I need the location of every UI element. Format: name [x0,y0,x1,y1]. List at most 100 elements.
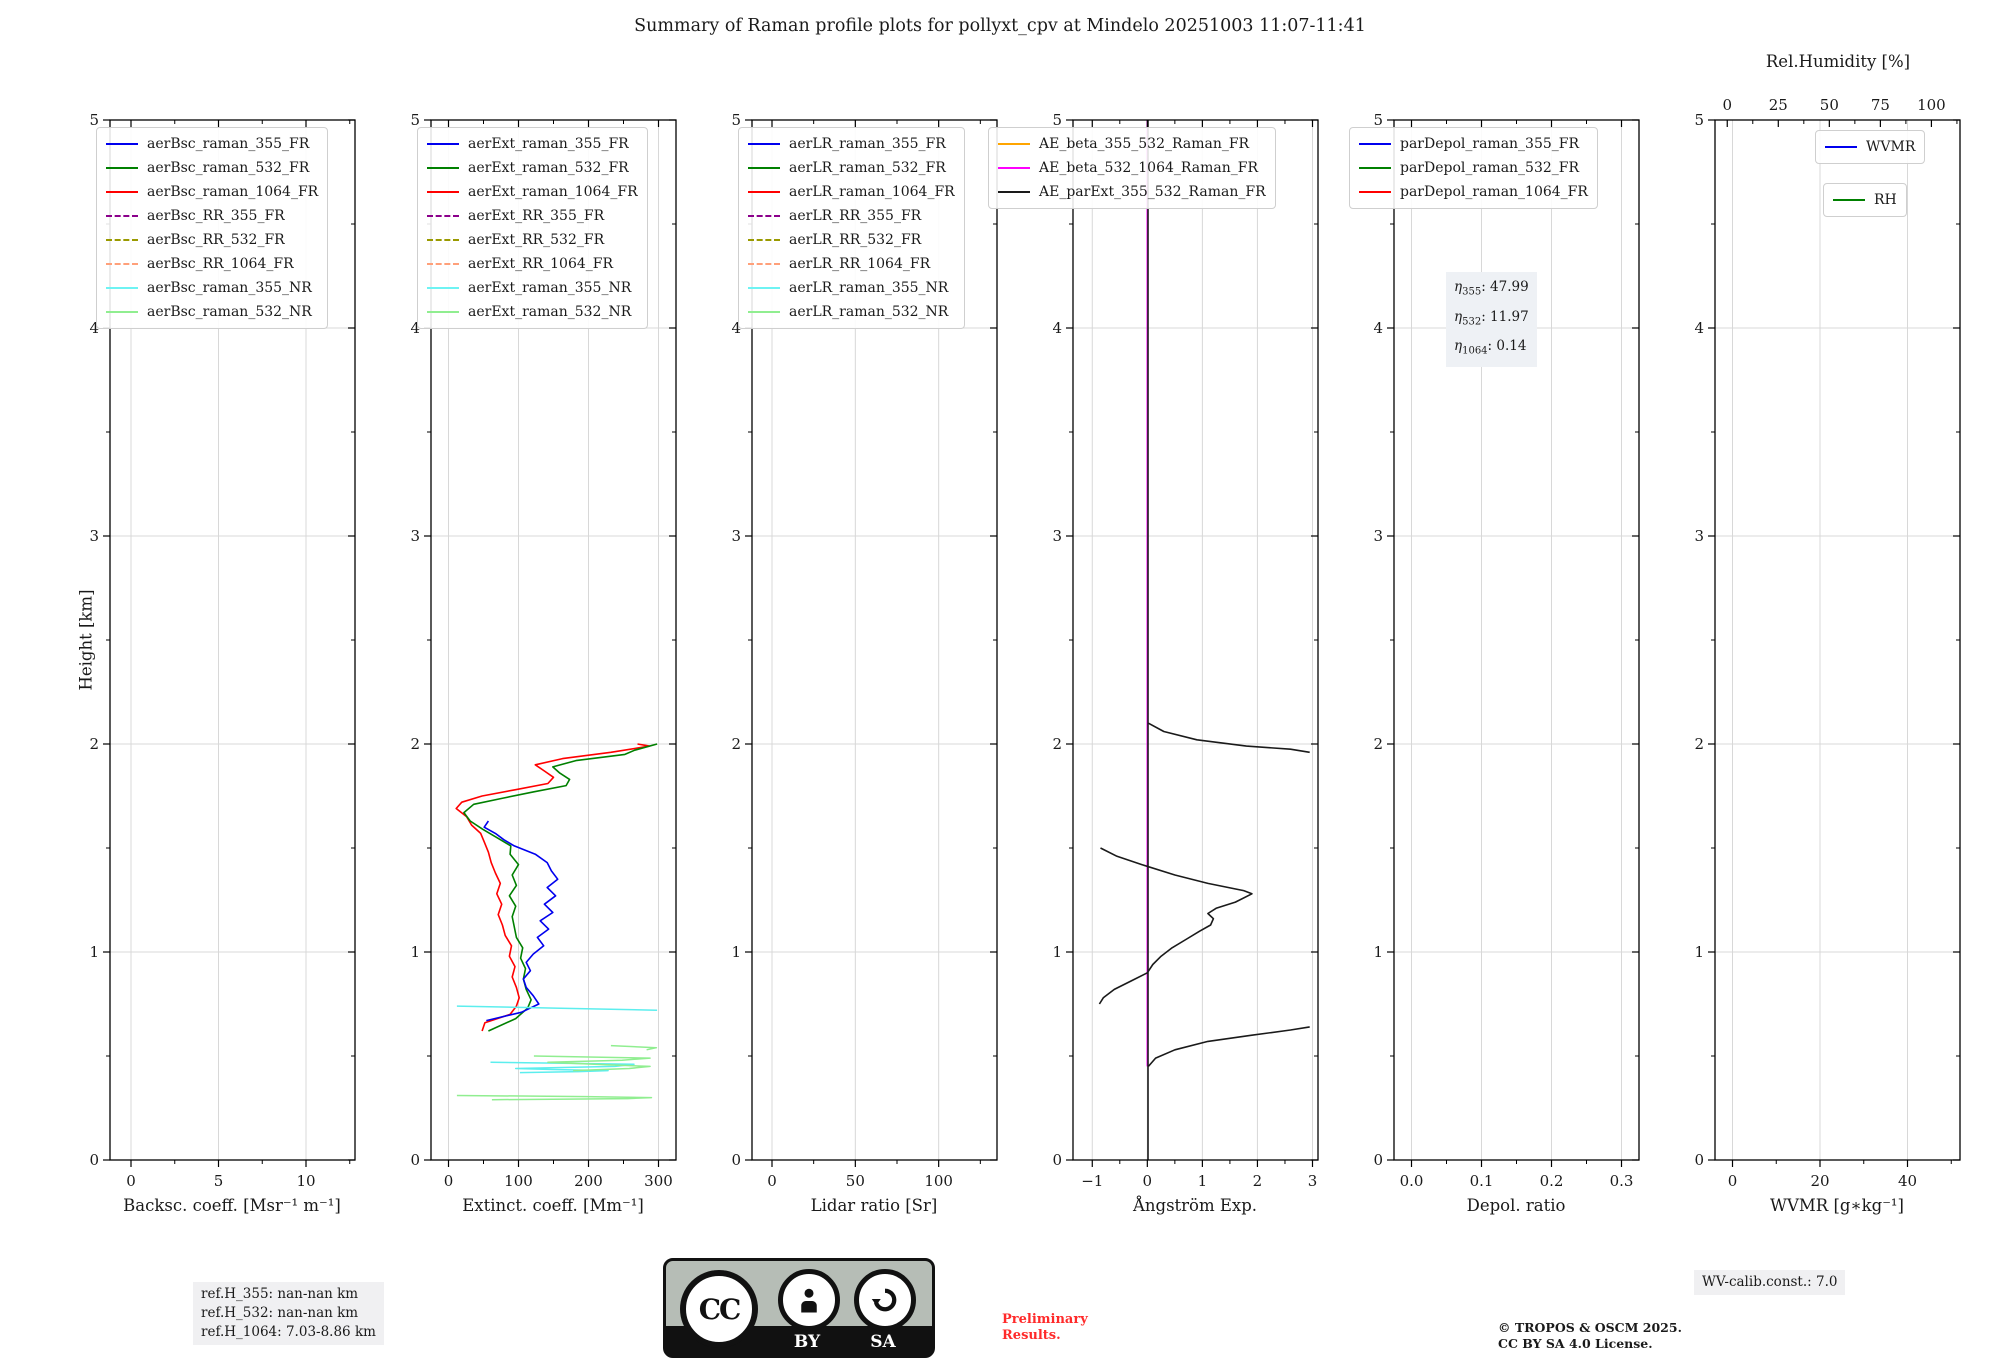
svg-text:4: 4 [1052,319,1062,337]
legend-item-aerLR_raman_1064_FR: aerLR_raman_1064_FR [748,181,955,203]
copyright-note: © TROPOS & OSCM 2025. CC BY SA 4.0 Licen… [1498,1320,1682,1351]
legend-item-aerLR_raman_355_FR: aerLR_raman_355_FR [748,133,955,155]
legend-item-aerExt_raman_532_FR: aerExt_raman_532_FR [427,157,638,179]
svg-text:10: 10 [296,1172,315,1190]
svg-text:100: 100 [924,1172,953,1190]
series-aerExt_raman_355_NR [490,1061,635,1074]
legend-item-aerLR_raman_355_NR: aerLR_raman_355_NR [748,277,955,299]
legend-backscatter: aerBsc_raman_355_FR aerBsc_raman_532_FR ae… [96,127,329,329]
legend-line-sample [998,143,1030,145]
eta-line-1064: η1064: 0.14 [1454,338,1527,358]
legend-label: aerBsc_raman_1064_FR [147,184,319,200]
eta-annotation: η355: 47.99 η532: 11.97 η1064: 0.14 [1446,272,1537,368]
legend-line-sample [998,167,1030,169]
legend-wvmr: WVMR [1815,130,1926,164]
xlabel-wvmr: WVMR [g∗kg⁻¹] [1770,1196,1904,1215]
svg-text:2: 2 [410,735,420,753]
legend-line-sample [106,143,138,145]
series-AE_parExt_355_532_Raman_FR [1098,847,1253,1005]
subplot-angstroem: −1 0 1 2 3 0 1 2 3 4 5 [1052,111,1319,1190]
legend-angstroem: AE_beta_355_532_Raman_FR AE_beta_532_1064… [988,127,1276,209]
legend-label: aerExt_RR_1064_FR [468,256,614,272]
legend-line-sample [748,191,780,193]
preliminary-note: Preliminary Results. [1002,1312,1088,1343]
svg-text:1: 1 [1198,1172,1208,1190]
legend-lidar-ratio: aerLR_raman_355_FR aerLR_raman_532_FR aerL… [738,127,965,329]
xlabel-depol-ratio: Depol. ratio [1466,1196,1566,1215]
legend-label: aerExt_raman_532_NR [468,304,632,320]
legend-label: AE_beta_532_1064_Raman_FR [1039,160,1259,176]
cc-icon: CC [680,1270,758,1348]
series-AE_parExt_355_532_Raman_FR [1147,1026,1310,1067]
svg-text:5: 5 [1694,111,1704,129]
height-axis-label: Height [km] [76,589,96,691]
svg-text:0: 0 [731,1151,741,1169]
badge-by-label: BY [793,1332,821,1352]
legend-label: parDepol_raman_1064_FR [1400,184,1588,200]
legend-label: aerBsc_RR_355_FR [147,208,285,224]
legend-label: aerBsc_raman_355_NR [147,280,312,296]
legend-item-aerLR_raman_532_FR: aerLR_raman_532_FR [748,157,955,179]
svg-text:20: 20 [1810,1172,1829,1190]
legend-line-sample [427,143,459,145]
series-AE_parExt_355_532_Raman_FR [1148,722,1310,754]
legend-label: aerLR_RR_532_FR [789,232,922,248]
legend-rh: RH [1823,183,1907,217]
svg-text:50: 50 [846,1172,865,1190]
legend-line-sample [748,239,780,241]
svg-text:0.3: 0.3 [1610,1172,1634,1190]
legend-line-sample [427,287,459,289]
svg-text:0: 0 [1052,1151,1062,1169]
legend-item-AE_parExt_355_532_Raman_FR: AE_parExt_355_532_Raman_FR [998,181,1266,203]
legend-label: aerBsc_RR_532_FR [147,232,285,248]
legend-item-AE_beta_355_532_Raman_FR: AE_beta_355_532_Raman_FR [998,133,1266,155]
legend-line-sample [427,215,459,217]
legend-line-sample [106,263,138,265]
legend-label: aerLR_raman_355_NR [789,280,949,296]
subplot-wvmr: 0 20 40 0 25 50 75 100 0 1 2 3 4 5 [1694,96,1961,1190]
svg-text:5: 5 [410,111,420,129]
svg-text:75: 75 [1871,96,1890,114]
svg-text:2: 2 [1052,735,1062,753]
svg-text:2: 2 [1253,1172,1263,1190]
legend-item-aerBsc_raman_1064_FR: aerBsc_raman_1064_FR [106,181,318,203]
svg-text:0.2: 0.2 [1540,1172,1564,1190]
legend-line-sample [427,167,459,169]
xlabel-angstroem: Ångström Exp. [1132,1196,1258,1215]
series-aerExt_raman_532_NR [610,1044,658,1051]
eta-line-532: η532: 11.97 [1454,308,1529,328]
legend-line-sample [106,167,138,169]
legend-label: aerExt_RR_355_FR [468,208,605,224]
legend-line-sample [427,239,459,241]
svg-text:2: 2 [1373,735,1383,753]
by-person-icon [778,1269,840,1331]
legend-item-aerExt_raman_355_FR: aerExt_raman_355_FR [427,133,638,155]
legend-item-aerBsc_RR_355_FR: aerBsc_RR_355_FR [106,205,318,227]
series-aerExt_raman_355_FR [483,820,559,1022]
legend-item-aerBsc_raman_355_FR: aerBsc_raman_355_FR [106,133,318,155]
ref-height-1064: ref.H_1064: 7.03-8.86 km [201,1324,376,1340]
ref-height-355: ref.H_355: nan-nan km [201,1286,359,1302]
legend-line-sample [106,239,138,241]
svg-text:0: 0 [1373,1151,1383,1169]
legend-label: WVMR [1866,139,1916,155]
svg-text:0: 0 [1694,1151,1704,1169]
series-aerExt_raman_532_NR [456,1094,653,1101]
badge-sa-label: SA [870,1332,896,1352]
rel-humidity-axis-label: Rel.Humidity [%] [1765,52,1911,71]
svg-text:3: 3 [1373,527,1383,545]
svg-text:300: 300 [644,1172,673,1190]
sa-arrow-icon [854,1269,916,1331]
svg-text:2: 2 [1694,735,1704,753]
legend-label: RH [1874,192,1897,208]
svg-text:4: 4 [410,319,420,337]
legend-line-sample [1359,143,1391,145]
legend-item-aerExt_RR_1064_FR: aerExt_RR_1064_FR [427,253,638,275]
svg-text:1: 1 [89,943,99,961]
legend-line-sample [106,287,138,289]
svg-text:100: 100 [1917,96,1946,114]
svg-text:25: 25 [1769,96,1788,114]
svg-text:0: 0 [444,1172,454,1190]
